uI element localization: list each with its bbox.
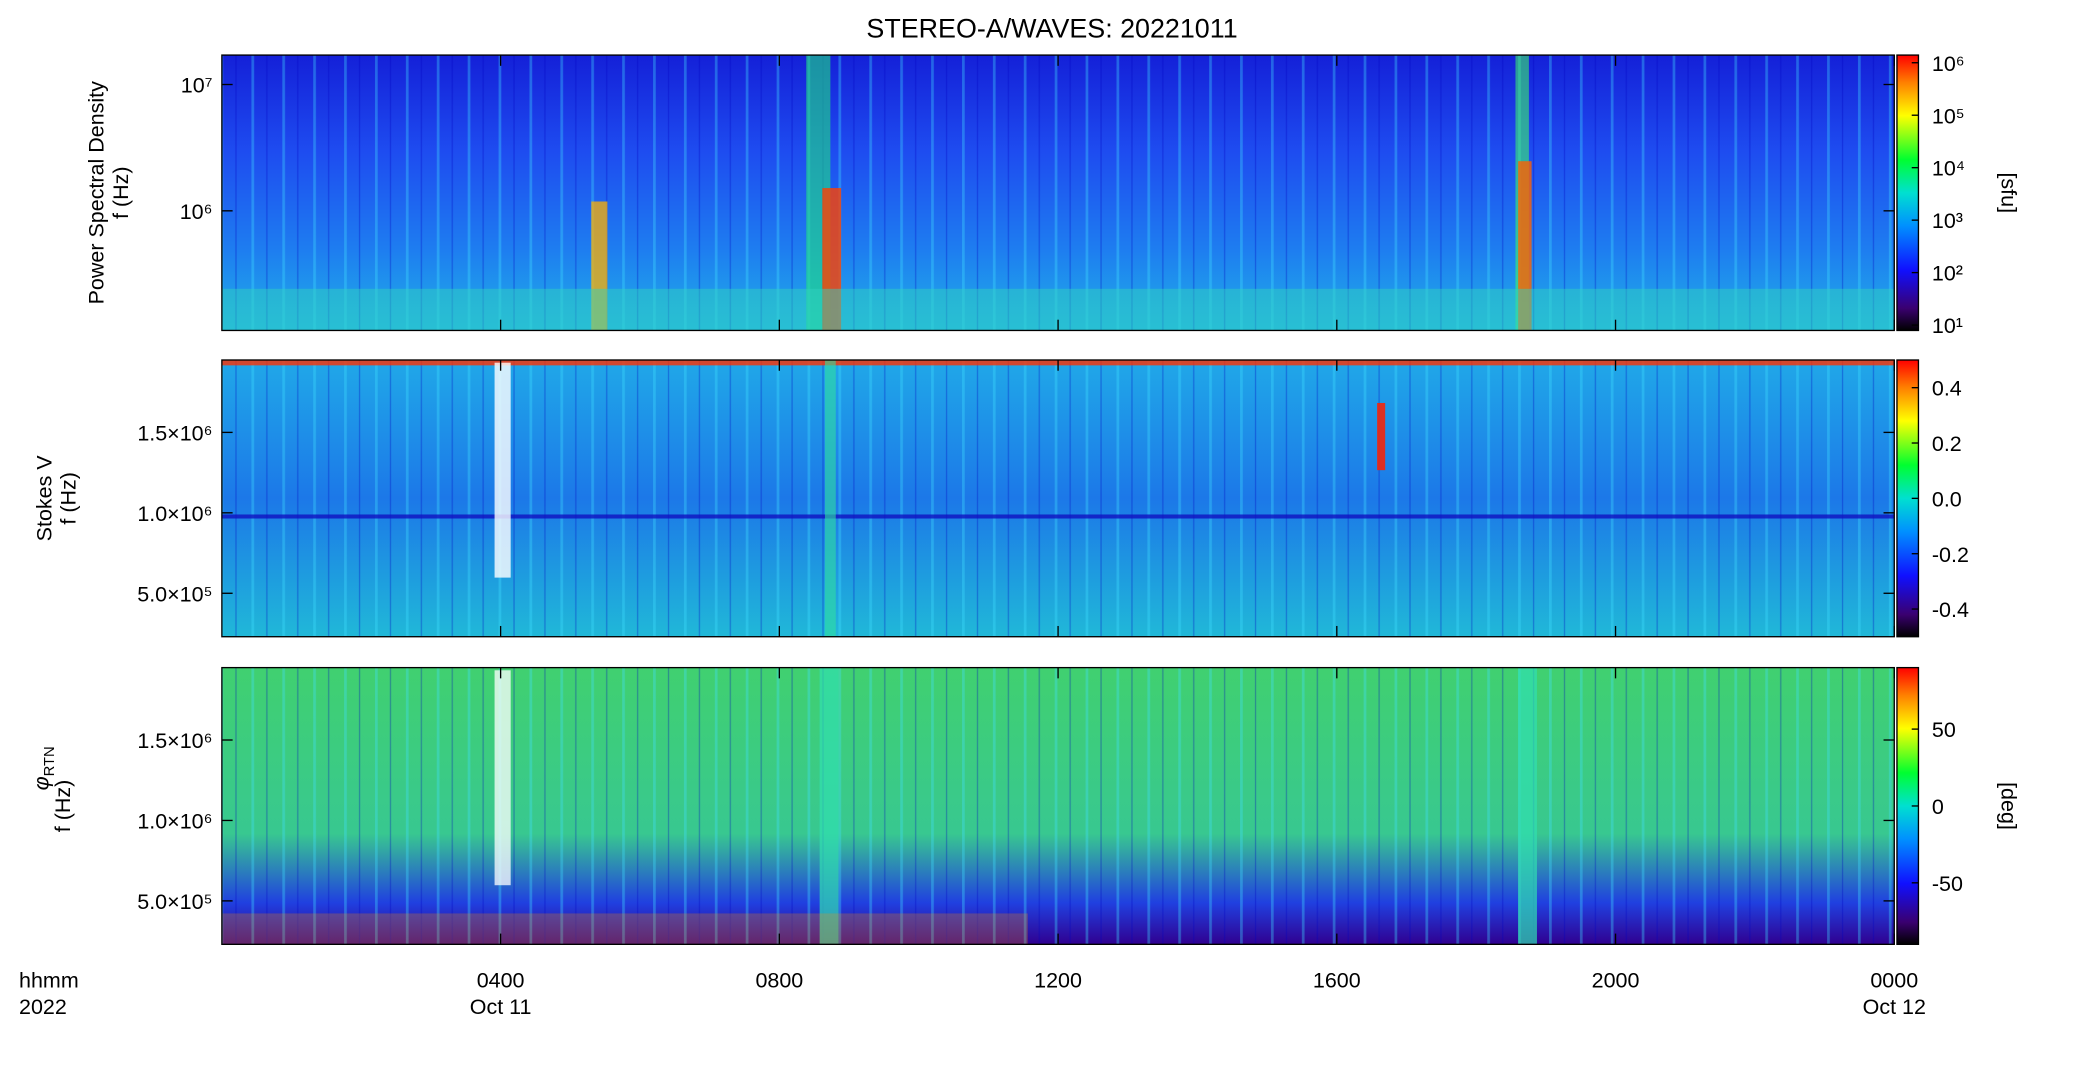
colorbar-tick-label: 0.0 bbox=[1932, 487, 1962, 511]
y-tick-label: 5.0×10⁵ bbox=[137, 890, 212, 914]
y-axis-subscript: RTN bbox=[42, 746, 58, 776]
y-tick-label: 10⁷ bbox=[181, 74, 213, 98]
colorbar-tick-label: -0.2 bbox=[1932, 543, 1969, 567]
colorbar-tick-label: 10⁶ bbox=[1932, 52, 1965, 76]
colorbar-tick-label: -50 bbox=[1932, 872, 1963, 896]
x-date-label: Oct 12 bbox=[1863, 995, 1926, 1019]
colorbar-tick-label: 0.2 bbox=[1932, 432, 1962, 456]
x-format-label: hhmm bbox=[19, 968, 79, 992]
x-year-label: 2022 bbox=[19, 995, 67, 1019]
colorbar-tick-label: 0 bbox=[1932, 795, 1944, 819]
x-date-label: Oct 11 bbox=[470, 995, 532, 1019]
colorbar-tick-label: 10¹ bbox=[1932, 314, 1963, 338]
y-axis-label: Stokes V bbox=[32, 455, 56, 542]
y-tick-label: 1.5×10⁶ bbox=[137, 729, 212, 753]
colorbar-tick-label: 10² bbox=[1932, 262, 1963, 286]
x-tick-label: 0400 bbox=[477, 968, 525, 992]
colorbar-label: [deg] bbox=[1997, 782, 2021, 830]
colorbar-tick-label: 10⁵ bbox=[1932, 104, 1965, 128]
y-axis-symbol: φ bbox=[30, 776, 54, 790]
x-tick-label: 1600 bbox=[1313, 968, 1361, 992]
heatmap-texture bbox=[221, 360, 1895, 637]
colorbar-tick-label: -0.4 bbox=[1932, 598, 1969, 622]
heatmap-texture bbox=[221, 667, 1895, 945]
colorbar-label: [sfu] bbox=[1997, 172, 2021, 213]
heatmap-texture bbox=[221, 55, 1895, 331]
y-tick-label: 1.0×10⁶ bbox=[137, 502, 212, 526]
colorbar-tick-label: 0.4 bbox=[1932, 377, 1962, 401]
x-tick-label: 1200 bbox=[1034, 968, 1082, 992]
colorbar-tick-label: 10³ bbox=[1932, 209, 1963, 233]
y-tick-label: 1.5×10⁶ bbox=[137, 421, 212, 445]
x-tick-label: 0000 bbox=[1870, 968, 1918, 992]
y-axis-label: φRTN bbox=[30, 746, 58, 790]
chart-title: STEREO-A/WAVES: 20221011 bbox=[866, 14, 1237, 44]
colorbar bbox=[1896, 54, 1920, 332]
y-axis-label: Power Spectral Density bbox=[85, 81, 109, 305]
y-tick-label: 10⁶ bbox=[180, 200, 213, 224]
colorbar-tick-label: 50 bbox=[1932, 718, 1956, 742]
x-tick-label: 2000 bbox=[1592, 968, 1640, 992]
phi-decoration bbox=[221, 667, 1537, 945]
x-tick-label: 0800 bbox=[755, 968, 803, 992]
y-tick-label: 5.0×10⁵ bbox=[137, 582, 212, 606]
y-axis-label: f (Hz) bbox=[56, 472, 80, 525]
y-axis-label: f (Hz) bbox=[51, 780, 75, 833]
y-axis-label: f (Hz) bbox=[109, 167, 133, 220]
y-tick-label: 1.0×10⁶ bbox=[137, 810, 212, 834]
colorbar-tick-label: 10⁴ bbox=[1932, 157, 1965, 181]
